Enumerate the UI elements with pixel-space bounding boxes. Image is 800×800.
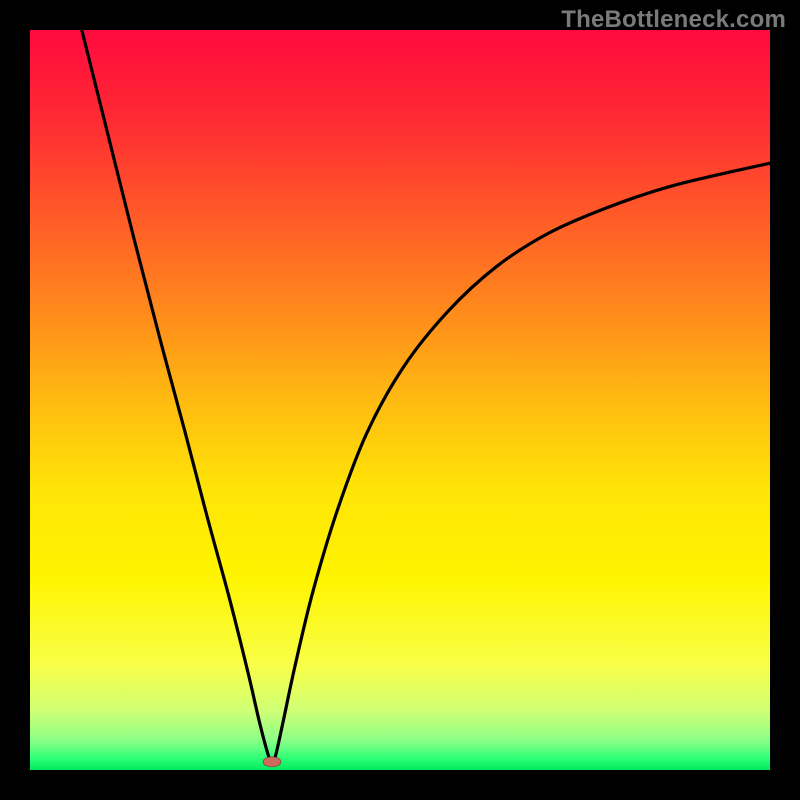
outer-frame: TheBottleneck.com: [0, 0, 800, 800]
plot-background: [30, 30, 770, 770]
bottleneck-curve-chart: [0, 0, 800, 800]
optimum-marker: [263, 757, 281, 767]
